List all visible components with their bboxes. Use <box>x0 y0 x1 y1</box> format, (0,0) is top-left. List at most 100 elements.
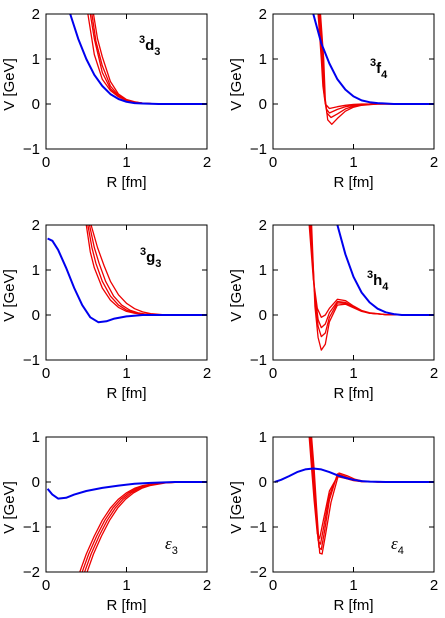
blue-curve <box>274 467 434 483</box>
panel-label: 3g3 <box>140 246 161 270</box>
red-curve <box>86 481 207 572</box>
label-base: d <box>145 37 154 54</box>
curves <box>308 225 434 351</box>
x-axis-label: R [fm] <box>107 174 147 191</box>
y-tick-label: 1 <box>32 51 40 68</box>
y-axis-label: V [GeV] <box>228 58 245 111</box>
y-tick-label: 2 <box>32 217 40 234</box>
y-tick-label: 0 <box>32 96 40 113</box>
y-axis-label: V [GeV] <box>1 481 18 534</box>
x-tick-label: 2 <box>430 577 438 594</box>
y-tick-label: 0 <box>259 474 267 491</box>
curves <box>46 481 207 572</box>
x-tick-label: 0 <box>269 577 277 594</box>
y-tick-label: 0 <box>259 96 267 113</box>
plot-frame <box>272 13 435 150</box>
blue-curve <box>336 225 434 316</box>
y-tick-label: −2 <box>250 564 267 581</box>
panel-label: ε4 <box>391 534 404 557</box>
curves <box>47 225 207 324</box>
label-subscript: 3 <box>172 545 178 557</box>
red-curve <box>83 481 207 572</box>
plot-frame <box>45 13 208 150</box>
y-tick-label: 1 <box>32 429 40 446</box>
red-curve <box>309 437 434 545</box>
x-tick-label: 0 <box>269 365 277 382</box>
y-tick-label: −1 <box>23 519 40 536</box>
label-subscript: 3 <box>155 258 161 270</box>
y-tick-label: −1 <box>250 519 267 536</box>
x-tick-label: 0 <box>42 577 50 594</box>
label-base: h <box>373 272 382 289</box>
x-tick-label: 2 <box>203 154 211 171</box>
label-subscript: 4 <box>381 69 388 81</box>
blue-curve <box>69 14 207 105</box>
y-tick-label: −2 <box>23 564 40 581</box>
y-tick-label: 1 <box>259 262 267 279</box>
y-tick-label: 0 <box>32 307 40 324</box>
label-superscript: 3 <box>367 269 373 281</box>
x-tick-label: 2 <box>430 365 438 382</box>
label-superscript: 3 <box>140 246 146 258</box>
x-tick-label: 1 <box>122 154 130 171</box>
x-tick-label: 1 <box>349 577 357 594</box>
curves <box>312 14 434 125</box>
x-tick-label: 1 <box>349 365 357 382</box>
blue-curve <box>47 237 207 324</box>
label-base: ε <box>391 534 398 553</box>
red-curve <box>85 225 207 316</box>
y-axis-label: V [GeV] <box>228 269 245 322</box>
x-tick-label: 0 <box>42 154 50 171</box>
label-subscript: 3 <box>154 46 160 58</box>
red-curve <box>310 225 434 351</box>
y-tick-label: 2 <box>259 6 267 23</box>
x-axis-label: R [fm] <box>334 597 374 614</box>
panel-label: ε3 <box>165 534 178 557</box>
red-curve <box>319 14 434 125</box>
red-curve <box>91 14 207 105</box>
red-curve <box>90 225 207 316</box>
panel-eps4: 0 1 2 −2 −1 0 1 R [fm] V [GeV] ε4 <box>228 429 438 614</box>
label-base: f <box>376 60 382 77</box>
plot-frame <box>272 436 435 573</box>
label-subscript: 4 <box>398 545 404 557</box>
label-base: g <box>146 249 155 266</box>
x-axis-label: R [fm] <box>334 174 374 191</box>
label-superscript: 3 <box>370 57 376 69</box>
blue-curve <box>312 14 434 105</box>
y-tick-label: 0 <box>32 474 40 491</box>
y-tick-label: −1 <box>250 352 267 369</box>
curves <box>274 437 434 555</box>
blue-curve <box>46 481 207 500</box>
x-axis-label: R [fm] <box>334 385 374 402</box>
red-curve <box>88 225 207 316</box>
y-tick-label: −1 <box>250 141 267 158</box>
y-tick-label: −1 <box>23 352 40 369</box>
y-axis-label: V [GeV] <box>228 481 245 534</box>
label-subscript: 4 <box>382 281 389 293</box>
y-tick-label: 2 <box>259 217 267 234</box>
red-curve <box>81 481 207 572</box>
y-tick-label: 0 <box>259 307 267 324</box>
plot-frame <box>45 224 208 361</box>
y-tick-label: 1 <box>259 51 267 68</box>
label-base: ε <box>165 534 172 553</box>
y-axis-label: V [GeV] <box>1 58 18 111</box>
panel-label: 3f4 <box>370 57 388 81</box>
label-superscript: 3 <box>139 34 145 46</box>
plot-frame <box>45 436 208 573</box>
x-tick-label: 2 <box>203 365 211 382</box>
red-curve <box>79 481 207 572</box>
y-tick-label: 1 <box>32 262 40 279</box>
x-tick-label: 1 <box>122 577 130 594</box>
x-tick-label: 2 <box>203 577 211 594</box>
x-axis-label: R [fm] <box>107 385 147 402</box>
y-tick-label: 2 <box>32 6 40 23</box>
x-tick-label: 0 <box>269 154 277 171</box>
x-tick-label: 1 <box>349 154 357 171</box>
